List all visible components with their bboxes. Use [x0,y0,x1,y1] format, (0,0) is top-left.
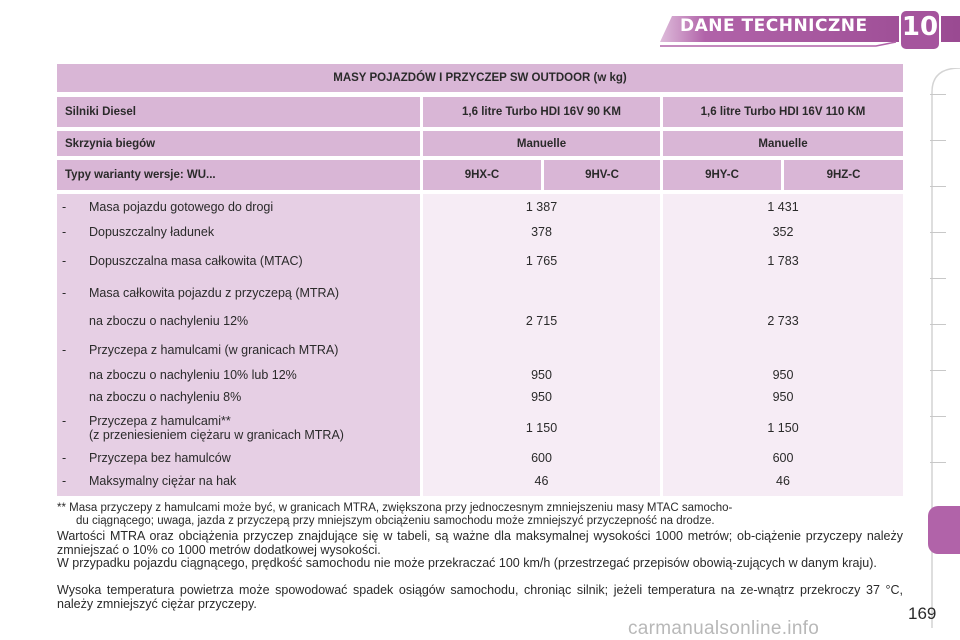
type-cell: 9HY-C [663,160,781,190]
row-label: Dopuszczalny ładunek [89,225,215,239]
row-dash: - [62,414,67,428]
tab-divider [930,324,946,325]
type-cell: 9HX-C [423,160,541,190]
row-value-1: 378 [531,225,552,239]
row-value-1: 950 [531,390,552,404]
row-value-1: 46 [534,474,549,488]
row-label: Przyczepa z hamulcami** [89,414,231,428]
row-dash: - [62,474,67,488]
row-label: Maksymalny ciężar na hak [89,474,237,488]
row-value-2: 2 733 [767,314,799,328]
row-label: Dopuszczalna masa całkowita (MTAC) [89,254,303,268]
row-value-2: 950 [772,390,794,404]
row-value-2: 950 [772,368,794,382]
row-value-2: 1 431 [767,200,799,214]
tab-divider [930,186,946,187]
row-label: na zboczu o nachyleniu 8% [89,390,242,404]
tab-divider [930,232,946,233]
header-band [620,16,960,47]
engine-1: 1,6 litre Turbo HDI 16V 90 KM [423,97,660,127]
type-cell: 9HZ-C [784,160,903,190]
row-value-2: 1 783 [767,254,799,268]
chapter-tabs [931,68,960,628]
paragraph-temperature: Wysoka temperatura powietrza może spowod… [57,583,903,611]
paragraph-altitude: Wartości MTRA oraz obciążenia przyczep z… [57,529,903,557]
type-cell: 9HV-C [544,160,660,190]
row-dash: - [62,200,67,214]
row-label-continuation: (z przeniesieniem ciężaru w granicach MT… [89,428,344,442]
table-title: MASY POJAZDÓW I PRZYCZEP SW OUTDOOR (w k… [57,64,903,92]
row-value-1: 1 765 [525,254,558,268]
row-label: Masa całkowita pojazdu z przyczepą (MTRA… [89,286,340,300]
chapter-badge-icon [899,9,941,51]
row-label: na zboczu o nachyleniu 12% [89,314,249,328]
row-label: na zboczu o nachyleniu 10% lub 12% [89,368,297,382]
row-dash: - [62,254,67,268]
row-label: Przyczepa bez hamulców [89,451,231,465]
row-dash: - [62,225,67,239]
row-value-1: 600 [531,451,552,465]
row-value-2: 600 [772,451,794,465]
row-value-1: 1 387 [525,200,558,214]
tab-divider [930,94,946,95]
tab-divider [930,140,946,141]
tab-divider [930,370,946,371]
row-dash: - [62,451,67,465]
active-chapter-tab[interactable] [928,506,960,554]
row-value-1: 2 715 [525,314,558,328]
table-body-col2 [663,194,903,496]
gearbox-1: Manuelle [423,131,660,156]
row-value-2: 352 [772,225,794,239]
gearbox-2: Manuelle [663,131,903,156]
page-number: 169 [908,604,937,623]
row-label: Masa pojazdu gotowego do drogi [89,200,274,214]
types-label: Typy warianty wersje: WU... [57,160,420,190]
row-label: Przyczepa z hamulcami (w granicach MTRA) [89,343,339,357]
row-value-2: 46 [776,474,790,488]
row-dash: - [62,343,67,357]
gearbox-label: Skrzynia biegów [57,131,420,156]
tab-divider [930,278,946,279]
tab-divider [930,416,946,417]
row-value-1: 950 [531,368,552,382]
engine-label: Silniki Diesel [57,97,420,127]
paragraph-speed: W przypadku pojazdu ciągnącego, prędkość… [57,556,877,570]
chapter-number: 10 [901,12,939,42]
watermark: carmanualsonline.info [628,618,820,639]
table-body-labels [57,194,420,496]
row-value-1: 1 150 [525,421,558,435]
table-body-col1 [423,194,660,496]
row-value-2: 1 150 [767,421,799,435]
footnote-line-1: ** Masa przyczepy z hamulcami może być, … [57,502,733,514]
engine-2: 1,6 litre Turbo HDI 16V 110 KM [663,97,903,127]
footnote-line-2: du ciągnącego; uwaga, jazda z przyczepą … [76,515,715,527]
row-dash: - [62,286,67,300]
tab-divider [930,462,946,463]
section-title: DANE TECHNICZNE [680,16,868,36]
